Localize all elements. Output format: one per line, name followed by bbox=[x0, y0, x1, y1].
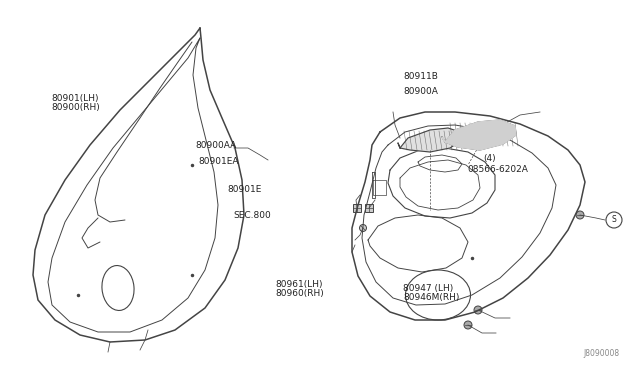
Text: 80961(LH): 80961(LH) bbox=[275, 280, 323, 289]
Circle shape bbox=[474, 306, 482, 314]
Text: (4): (4) bbox=[483, 154, 496, 163]
Circle shape bbox=[576, 211, 584, 219]
Text: 80900AA: 80900AA bbox=[195, 141, 236, 150]
Text: 80946M(RH): 80946M(RH) bbox=[403, 293, 460, 302]
FancyBboxPatch shape bbox=[353, 204, 361, 212]
Text: 80900(RH): 80900(RH) bbox=[51, 103, 100, 112]
Text: 80901(LH): 80901(LH) bbox=[51, 94, 99, 103]
Polygon shape bbox=[398, 128, 462, 152]
Circle shape bbox=[360, 224, 367, 231]
Text: 80901EA: 80901EA bbox=[198, 157, 239, 166]
Text: SEC.800: SEC.800 bbox=[234, 211, 271, 220]
Text: 80960(RH): 80960(RH) bbox=[275, 289, 324, 298]
Circle shape bbox=[464, 321, 472, 329]
Text: 80911B: 80911B bbox=[403, 72, 438, 81]
Text: S: S bbox=[612, 215, 616, 224]
Text: 80947 (LH): 80947 (LH) bbox=[403, 284, 454, 293]
Text: J8090008: J8090008 bbox=[584, 349, 620, 358]
Text: 80900A: 80900A bbox=[403, 87, 438, 96]
FancyBboxPatch shape bbox=[365, 204, 373, 212]
Text: 08566-6202A: 08566-6202A bbox=[467, 165, 528, 174]
Text: 80901E: 80901E bbox=[227, 185, 262, 194]
Polygon shape bbox=[442, 120, 516, 150]
